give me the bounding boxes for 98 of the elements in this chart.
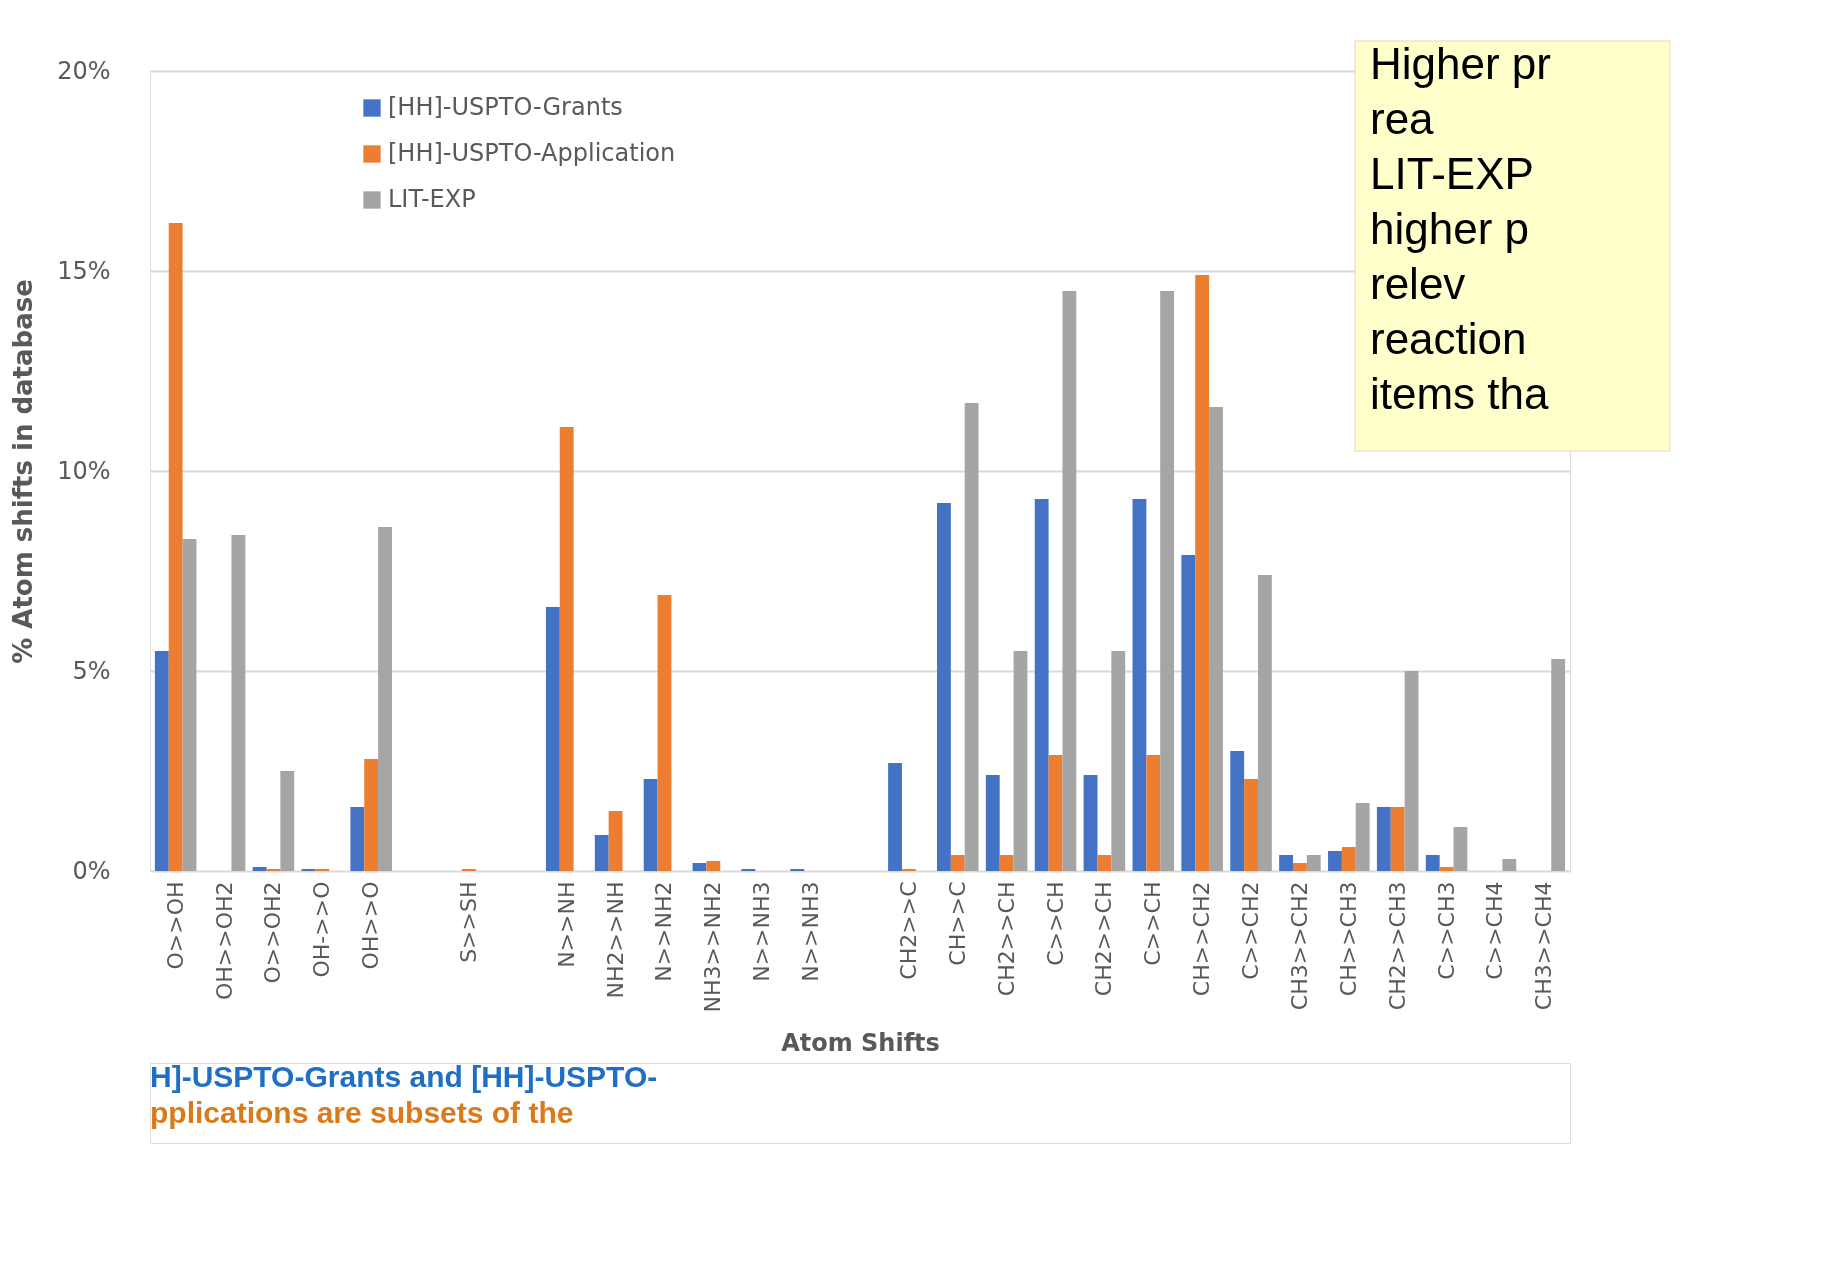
y-axis-title: % Atom shifts in database	[8, 279, 39, 664]
x-tick-label: CH>>C	[944, 881, 970, 966]
bar	[545, 607, 560, 871]
bar	[1146, 755, 1161, 871]
annotation: rea	[1370, 94, 1435, 143]
x-tick-label: N>>NH	[553, 881, 579, 968]
text: pplications are subsets of the	[150, 1096, 574, 1129]
bar	[1404, 671, 1419, 871]
y-tick-label: 5%	[72, 656, 111, 685]
bar	[657, 595, 672, 871]
x-tick-label: O>>OH2	[260, 881, 286, 984]
bar	[692, 863, 707, 871]
x-tick-label: CH2>>CH	[993, 881, 1019, 997]
bar	[643, 779, 658, 871]
bar	[1195, 275, 1210, 871]
x-tick-label: CH3>>CH2	[1286, 881, 1312, 1011]
bar	[1244, 779, 1258, 871]
x-tick-label: N>>NH2	[651, 881, 677, 982]
bar	[1341, 847, 1356, 871]
annotation: higher p	[1370, 204, 1530, 253]
bar	[252, 867, 267, 871]
x-tick-label: OH>>OH2	[211, 881, 237, 1001]
bar	[594, 835, 609, 871]
bar	[1209, 407, 1223, 871]
bar	[1160, 291, 1175, 871]
x-tick-label: N>>NH3	[798, 881, 824, 982]
bar	[985, 775, 1000, 871]
bar	[231, 535, 246, 871]
bar	[1279, 855, 1294, 871]
x-tick-label: CH2>>CH	[1091, 881, 1117, 997]
bar	[1502, 859, 1517, 871]
x-tick-label: C>>CH2	[1238, 881, 1264, 980]
bar	[1355, 803, 1370, 871]
bar	[1257, 575, 1272, 871]
y-tick-label: 10%	[57, 456, 111, 485]
bar	[1013, 651, 1028, 871]
bar	[964, 403, 979, 871]
x-tick-label: CH2>>C	[895, 881, 921, 980]
bar	[350, 807, 365, 871]
bar	[999, 855, 1014, 871]
legend-label: LIT-EXP	[388, 185, 476, 213]
bar	[1439, 867, 1454, 871]
y-tick-label: 0%	[72, 856, 111, 885]
x-tick-label: CH2>>CH3	[1384, 881, 1410, 1011]
legend-label: [HH]-USPTO-Grants	[388, 93, 623, 121]
x-tick-label: CH>>CH3	[1335, 881, 1361, 997]
bar	[1328, 851, 1342, 871]
bar	[364, 759, 379, 871]
text: H]-USPTO-Grants and [HH]-USPTO-	[150, 1060, 658, 1093]
x-tick-label: OH>>O	[358, 881, 384, 970]
x-axis-title: Atom Shifts	[781, 1029, 940, 1058]
bar	[1083, 775, 1098, 871]
bar	[706, 861, 721, 871]
y-tick-label: 15%	[57, 256, 111, 285]
x-tick-label: C>>CH4	[1482, 881, 1508, 980]
x-tick-label: OH->>O	[309, 881, 335, 978]
annotation: items tha	[1370, 369, 1550, 418]
x-tick-label: C>>CH	[1042, 881, 1068, 966]
bar	[154, 651, 169, 871]
bar	[1551, 659, 1566, 871]
x-tick-label: NH3>>NH2	[700, 881, 726, 1013]
bar	[888, 763, 902, 871]
bar	[1062, 291, 1077, 871]
bar	[1230, 751, 1245, 871]
annotation: reaction	[1370, 314, 1527, 363]
bar	[1097, 855, 1112, 871]
x-tick-label: CH>>CH2	[1189, 881, 1215, 997]
x-tick-label: C>>CH	[1140, 881, 1166, 966]
x-tick-label: S>>SH	[455, 881, 481, 963]
bar	[559, 427, 574, 871]
x-tick-label: O>>OH	[162, 881, 188, 970]
bar	[1425, 855, 1440, 871]
bar	[950, 855, 965, 871]
bar	[1293, 863, 1307, 871]
annotation: Higher pr	[1370, 39, 1551, 88]
y-tick-label: 20%	[57, 56, 111, 85]
bar	[936, 503, 951, 871]
bar	[378, 527, 392, 871]
x-tick-label: CH3>>CH4	[1531, 881, 1557, 1011]
bar	[1453, 827, 1468, 871]
bar	[1132, 499, 1147, 871]
x-tick-label: C>>CH3	[1433, 881, 1459, 980]
bar	[182, 539, 197, 871]
bar	[1181, 555, 1196, 871]
x-tick-label: NH2>>NH	[602, 881, 628, 999]
bar	[1306, 855, 1321, 871]
bar	[1048, 755, 1063, 871]
x-tick-label: N>>NH3	[749, 881, 775, 982]
bar	[1390, 807, 1405, 871]
annotation: relev	[1370, 259, 1466, 308]
bar	[608, 811, 623, 871]
bar	[1034, 499, 1049, 871]
annotation: LIT-EXP	[1370, 149, 1534, 198]
bar	[168, 223, 183, 871]
bar	[1376, 807, 1391, 871]
bar	[280, 771, 295, 871]
bar	[1111, 651, 1126, 871]
legend-label: [HH]-USPTO-Application	[388, 139, 676, 167]
